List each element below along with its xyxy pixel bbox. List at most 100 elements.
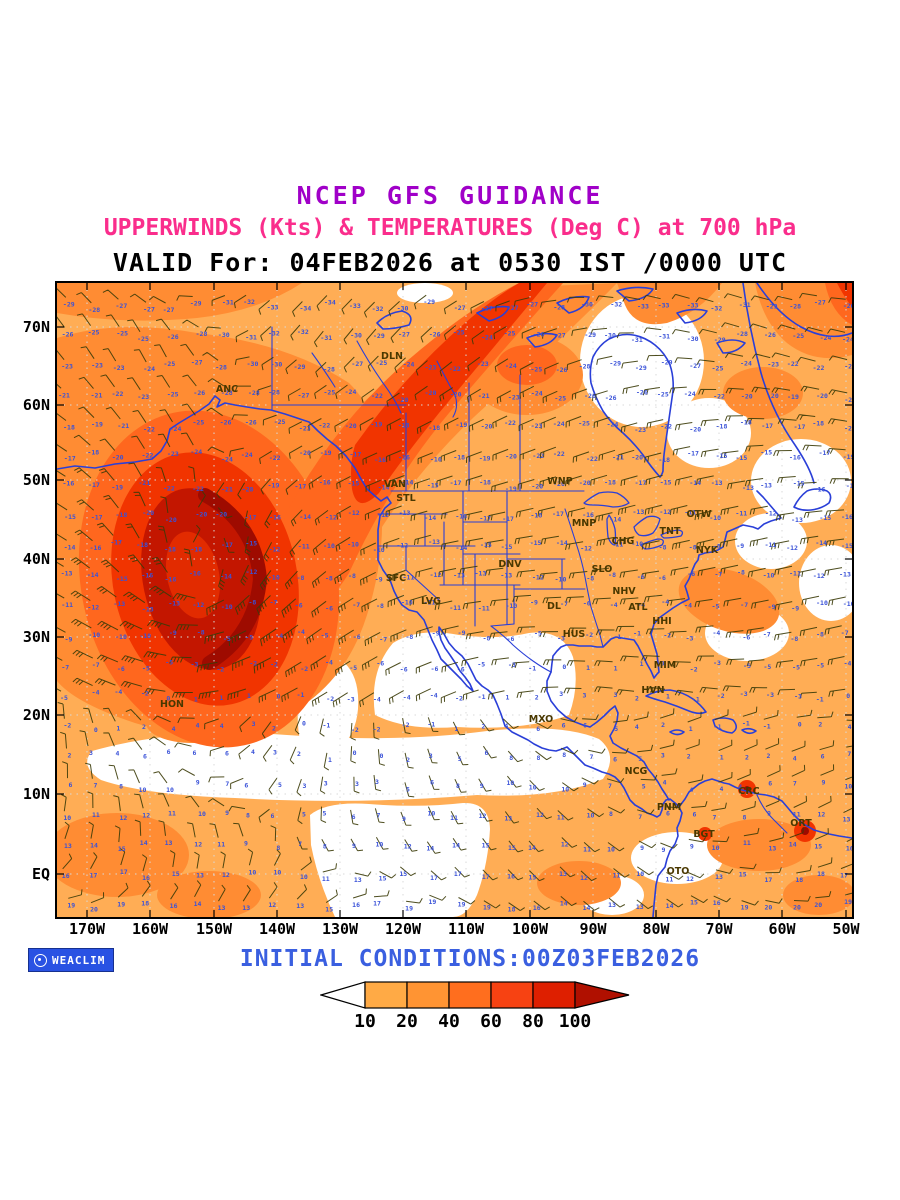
svg-text:13: 13 — [165, 839, 173, 847]
svg-text:-20: -20 — [631, 453, 643, 461]
svg-text:8: 8 — [509, 754, 513, 762]
svg-text:8: 8 — [456, 782, 460, 790]
svg-text:-15: -15 — [501, 543, 513, 551]
svg-text:-20: -20 — [481, 422, 493, 430]
svg-text:-1: -1 — [714, 723, 722, 731]
svg-text:-7: -7 — [352, 601, 360, 609]
svg-text:-10: -10 — [323, 542, 335, 550]
weaclim-text: WEACLIM — [52, 953, 106, 967]
svg-text:-20: -20 — [397, 396, 409, 404]
svg-text:4: 4 — [172, 725, 176, 733]
svg-text:-4: -4 — [114, 688, 122, 696]
svg-text:2: 2 — [272, 725, 276, 733]
svg-text:-18: -18 — [604, 478, 616, 486]
svg-text:8: 8 — [743, 814, 747, 822]
svg-text:-5: -5 — [349, 664, 357, 672]
svg-text:-4: -4 — [844, 660, 852, 668]
svg-text:7: 7 — [638, 813, 642, 821]
svg-text:3: 3 — [355, 780, 359, 788]
svg-text:2: 2 — [818, 721, 822, 729]
svg-text:-25: -25 — [504, 329, 516, 337]
svg-text:-31: -31 — [658, 333, 670, 341]
svg-text:-15: -15 — [716, 452, 728, 460]
svg-text:-11: -11 — [449, 604, 461, 612]
svg-text:-20: -20 — [215, 511, 227, 519]
svg-text:16: 16 — [507, 873, 515, 881]
svg-text:0: 0 — [379, 752, 383, 760]
svg-text:6: 6 — [583, 722, 587, 730]
svg-text:-13: -13 — [839, 571, 851, 579]
svg-text:0: 0 — [798, 720, 802, 728]
svg-text:-19: -19 — [787, 393, 799, 401]
svg-text:-9: -9 — [169, 629, 177, 637]
svg-text:11: 11 — [217, 841, 225, 849]
svg-text:-8: -8 — [816, 630, 824, 638]
svg-text:11: 11 — [450, 814, 458, 822]
svg-text:-16: -16 — [319, 479, 331, 487]
svg-text:-23: -23 — [531, 422, 543, 430]
svg-text:6: 6 — [666, 810, 670, 818]
svg-text:3: 3 — [252, 720, 256, 728]
svg-text:-13: -13 — [475, 569, 487, 577]
svg-text:-28: -28 — [323, 365, 335, 373]
svg-text:4: 4 — [793, 754, 797, 762]
svg-text:7: 7 — [298, 840, 302, 848]
svg-text:-18: -18 — [846, 482, 852, 490]
svg-text:-8: -8 — [325, 575, 333, 583]
svg-text:9: 9 — [822, 778, 826, 786]
svg-text:-20: -20 — [242, 486, 254, 494]
svg-text:-18: -18 — [116, 511, 128, 519]
svg-text:-1: -1 — [528, 665, 536, 673]
svg-text:-32: -32 — [268, 330, 280, 338]
svg-text:10: 10 — [139, 786, 147, 794]
lon-label-70W: 70W — [705, 920, 733, 938]
svg-text:12: 12 — [536, 811, 544, 819]
svg-text:9: 9 — [402, 815, 406, 823]
svg-text:-16: -16 — [814, 485, 826, 493]
svg-text:-16: -16 — [165, 576, 177, 584]
lat-label-60N: 60N — [22, 396, 50, 414]
svg-text:-10: -10 — [347, 540, 359, 548]
svg-text:-3: -3 — [191, 661, 199, 669]
svg-text:-10: -10 — [506, 602, 518, 610]
svg-text:-17: -17 — [245, 514, 257, 522]
svg-text:8: 8 — [119, 783, 123, 791]
svg-text:19: 19 — [483, 904, 491, 912]
svg-text:9: 9 — [196, 779, 200, 787]
svg-text:-27: -27 — [507, 304, 519, 312]
svg-text:-11: -11 — [478, 604, 490, 612]
svg-text:-1: -1 — [478, 693, 486, 701]
svg-text:19: 19 — [741, 904, 749, 912]
svg-text:9: 9 — [480, 782, 484, 790]
svg-text:3: 3 — [375, 778, 379, 786]
svg-text:-30: -30 — [247, 360, 259, 368]
svg-text:-1: -1 — [614, 633, 622, 641]
svg-text:-29: -29 — [766, 303, 778, 311]
svg-text:-23: -23 — [167, 450, 179, 458]
svg-text:18: 18 — [141, 899, 149, 907]
svg-text:8: 8 — [609, 810, 613, 818]
svg-text:4: 4 — [115, 749, 119, 757]
svg-text:-25: -25 — [453, 329, 465, 337]
svg-text:-12: -12 — [325, 513, 337, 521]
svg-text:-28: -28 — [553, 303, 565, 311]
svg-text:-29: -29 — [423, 298, 435, 306]
svg-text:10: 10 — [273, 869, 281, 877]
svg-text:14: 14 — [194, 900, 202, 908]
svg-text:-8: -8 — [248, 598, 256, 606]
svg-text:6: 6 — [484, 749, 488, 757]
svg-text:-22: -22 — [504, 419, 516, 427]
svg-text:-15: -15 — [480, 541, 492, 549]
svg-text:-31: -31 — [631, 336, 643, 344]
svg-text:-28: -28 — [196, 330, 208, 338]
svg-text:13: 13 — [64, 842, 72, 850]
svg-text:14: 14 — [426, 845, 434, 853]
svg-text:-23: -23 — [508, 394, 520, 402]
svg-text:-10: -10 — [401, 598, 413, 606]
svg-text:7: 7 — [225, 780, 229, 788]
svg-text:13: 13 — [504, 815, 512, 823]
svg-text:15: 15 — [814, 842, 822, 850]
svg-text:7: 7 — [589, 753, 593, 761]
svg-text:2: 2 — [68, 752, 72, 760]
svg-text:-16: -16 — [430, 456, 442, 464]
